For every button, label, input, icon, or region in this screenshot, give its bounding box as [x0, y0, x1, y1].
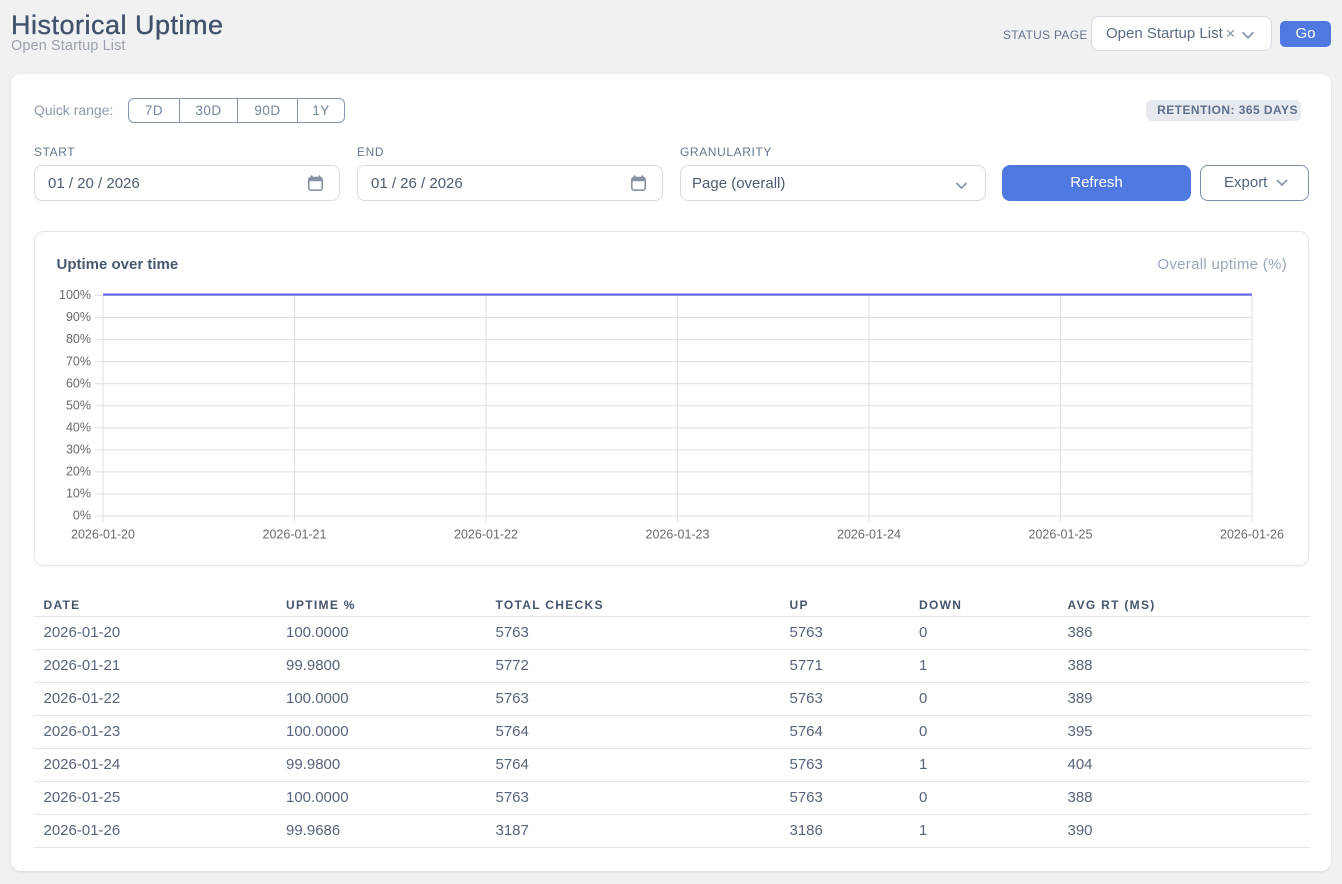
svg-text:2026-01-22: 2026-01-22	[454, 527, 518, 541]
svg-text:2026-01-26: 2026-01-26	[1220, 527, 1284, 541]
svg-text:0%: 0%	[73, 509, 91, 523]
svg-text:70%: 70%	[66, 354, 91, 368]
svg-text:90%: 90%	[66, 310, 91, 324]
svg-text:2026-01-24: 2026-01-24	[837, 527, 901, 541]
svg-text:10%: 10%	[66, 487, 91, 501]
svg-text:2026-01-20: 2026-01-20	[71, 527, 135, 541]
svg-text:2026-01-23: 2026-01-23	[646, 527, 710, 541]
svg-text:30%: 30%	[66, 442, 91, 456]
svg-text:2026-01-21: 2026-01-21	[263, 527, 327, 541]
svg-text:100%: 100%	[59, 288, 91, 302]
svg-text:50%: 50%	[66, 398, 91, 412]
svg-text:80%: 80%	[66, 332, 91, 346]
svg-text:20%: 20%	[66, 465, 91, 479]
svg-text:2026-01-25: 2026-01-25	[1029, 527, 1093, 541]
svg-text:60%: 60%	[66, 376, 91, 390]
svg-text:40%: 40%	[66, 420, 91, 434]
